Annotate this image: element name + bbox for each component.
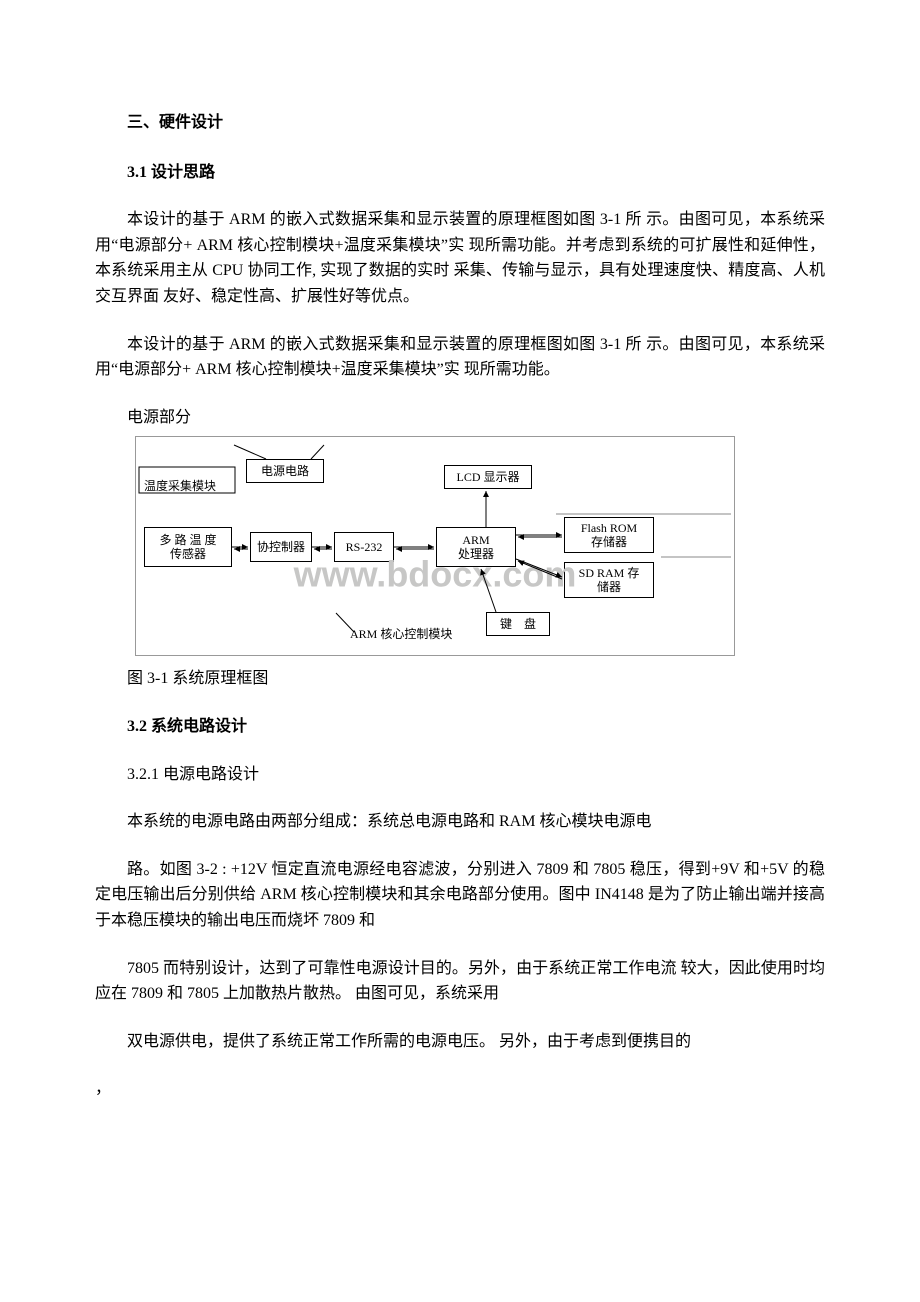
paragraph-1: 本设计的基于 ARM 的嵌入式数据采集和显示装置的原理框图如图 3-1 所 示。… — [95, 207, 825, 309]
figure-3-1: 温度采集模块 电源电路 LCD 显示器 多 路 温 度 传感器 协控制器 RS-… — [135, 436, 735, 656]
heading-3-1: 3.1 设计思路 — [95, 160, 825, 186]
box-keypad: 键 盘 — [486, 612, 550, 636]
box-power-circuit: 电源电路 — [246, 459, 324, 483]
paragraph-4: 本系统的电源电路由两部分组成：系统总电源电路和 RAM 核心模块电源电 — [95, 809, 825, 835]
paragraph-3: 电源部分 — [95, 405, 825, 431]
box-coprocessor: 协控制器 — [250, 532, 312, 562]
paragraph-8: ， — [95, 1076, 825, 1102]
box-multi-sensor: 多 路 温 度 传感器 — [144, 527, 232, 567]
label-arm-core: ARM 核心控制模块 — [350, 625, 452, 644]
box-flash: Flash ROM 存储器 — [564, 517, 654, 553]
heading-3-2-1: 3.2.1 电源电路设计 — [95, 762, 825, 788]
paragraph-7: 双电源供电，提供了系统正常工作所需的电源电压。 另外，由于考虑到便携目的 — [95, 1029, 825, 1055]
paragraph-6: 7805 而特别设计，达到了可靠性电源设计目的。另外，由于系统正常工作电流 较大… — [95, 956, 825, 1007]
box-arm: ARM 处理器 — [436, 527, 516, 567]
figure-caption: 图 3-1 系统原理框图 — [95, 666, 825, 692]
box-rs232: RS-232 — [334, 532, 394, 562]
heading-3: 三、硬件设计 — [95, 110, 825, 136]
paragraph-5: 路。如图 3-2 : +12V 恒定直流电源经电容滤波，分别进入 7809 和 … — [95, 857, 825, 934]
figure-wrap: 温度采集模块 电源电路 LCD 显示器 多 路 温 度 传感器 协控制器 RS-… — [135, 436, 825, 656]
heading-3-2: 3.2 系统电路设计 — [95, 714, 825, 740]
box-sdram: SD RAM 存 储器 — [564, 562, 654, 598]
box-lcd: LCD 显示器 — [444, 465, 532, 489]
paragraph-2: 本设计的基于 ARM 的嵌入式数据采集和显示装置的原理框图如图 3-1 所 示。… — [95, 332, 825, 383]
label-temp-module: 温度采集模块 — [144, 477, 216, 496]
